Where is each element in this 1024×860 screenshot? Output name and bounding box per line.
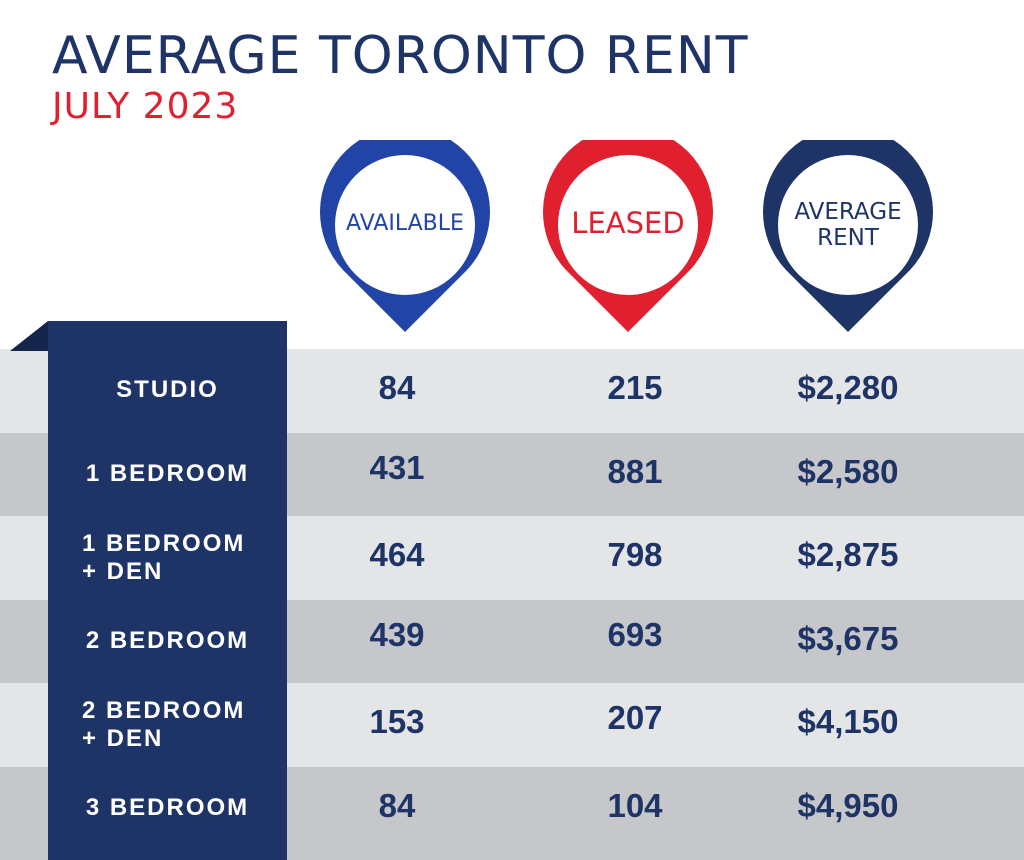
- column-header-leased: LEASED: [571, 206, 685, 240]
- table-cell-leased: 215: [607, 369, 663, 406]
- table-cell-available: 431: [369, 448, 425, 486]
- row-label: 1 BEDROOM: [85, 459, 250, 487]
- table-cell-average-rent: $2,280: [797, 369, 899, 406]
- row-label: 2 BEDROOM: [85, 626, 250, 654]
- row-label: 3 BEDROOM: [85, 793, 250, 821]
- column-header-average-rent: AVERAGE RENT: [794, 199, 902, 251]
- table-cell-leased: 798: [607, 536, 663, 573]
- chart-subtitle: JULY 2023: [52, 86, 239, 127]
- column-header-available: AVAILABLE: [346, 211, 464, 236]
- table-cell-leased: 881: [607, 452, 663, 490]
- row-label: 2 BEDROOM + DEN: [82, 697, 246, 752]
- ribbon-fold: [10, 321, 48, 351]
- available-pin-icon: AVAILABLE: [320, 140, 490, 332]
- row-label-sidebar: [48, 321, 287, 860]
- table-cell-leased: 104: [607, 786, 663, 824]
- row-label: STUDIO: [116, 376, 219, 403]
- leased-pin-icon: LEASED: [543, 140, 713, 332]
- table-cell-average-rent: $3,675: [797, 619, 899, 657]
- table-cell-available: 439: [369, 615, 425, 653]
- table-cell-leased: 207: [607, 699, 663, 736]
- table-cell-leased: 693: [607, 615, 663, 653]
- row-label: 1 BEDROOM + DEN: [82, 530, 246, 585]
- chart-title: AVERAGE TORONTO RENT: [52, 26, 749, 86]
- table-cell-available: 84: [378, 369, 416, 406]
- table-cell-average-rent: $4,950: [797, 786, 899, 824]
- average-rent-pin-icon: AVERAGE RENT: [763, 140, 933, 332]
- table-cell-average-rent: $4,150: [797, 703, 899, 740]
- table-cell-available: 153: [369, 703, 425, 740]
- table-cell-average-rent: $2,875: [797, 536, 899, 573]
- table-cell-available: 464: [369, 536, 425, 573]
- table-cell-available: 84: [378, 786, 416, 824]
- table-cell-average-rent: $2,580: [797, 452, 899, 490]
